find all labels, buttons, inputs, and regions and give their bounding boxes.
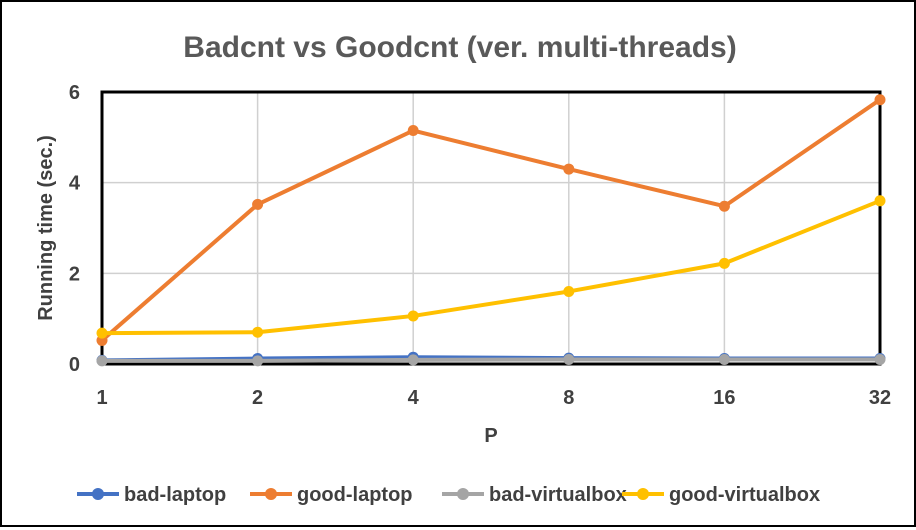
data-point-bad-virtualbox <box>407 354 419 366</box>
data-point-good-virtualbox <box>96 327 108 339</box>
series-line-bad-virtualbox <box>100 357 882 363</box>
data-point-good-virtualbox <box>563 285 575 297</box>
x-tick-label: 4 <box>408 387 420 409</box>
legend-marker-good-laptop <box>265 488 277 500</box>
x-tick-label: 8 <box>563 387 574 409</box>
legend-marker-good-virtualbox <box>637 488 649 500</box>
x-tick-label: 1 <box>96 387 107 409</box>
data-point-bad-virtualbox <box>718 353 730 365</box>
legend-label-bad-laptop: bad-laptop <box>124 484 226 506</box>
plot-area-border <box>100 90 882 366</box>
y-axis-ticks: 0 2 4 6 <box>69 82 81 376</box>
data-point-bad-virtualbox <box>563 353 575 365</box>
legend-label-bad-virtualbox: bad-virtualbox <box>489 484 627 506</box>
y-axis-label: Running time (sec.) <box>35 135 57 321</box>
series-line-good-laptop <box>100 97 882 343</box>
data-point-good-laptop <box>252 198 264 210</box>
legend-marker-bad-laptop <box>92 488 104 500</box>
legend-marker-bad-virtualbox <box>457 488 469 500</box>
data-point-good-virtualbox <box>252 326 264 338</box>
data-point-bad-virtualbox <box>96 355 108 367</box>
x-tick-label: 16 <box>713 387 735 409</box>
data-point-good-virtualbox <box>718 257 730 269</box>
y-tick-label: 0 <box>69 354 80 376</box>
legend: bad-laptop good-laptop bad-virtualbox good-… <box>77 484 820 506</box>
chart-title: Badcnt vs Goodcnt (ver. multi-threads) <box>183 31 736 64</box>
x-tick-label: 32 <box>869 387 891 409</box>
x-tick-label: 2 <box>252 387 263 409</box>
legend-label-good-virtualbox: good-virtualbox <box>669 484 820 506</box>
x-axis-ticks: 1 2 4 8 16 32 <box>96 387 891 409</box>
gridlines <box>101 91 881 365</box>
y-tick-label: 6 <box>69 82 80 104</box>
data-point-good-laptop <box>718 200 730 212</box>
y-tick-label: 2 <box>69 263 80 285</box>
y-tick-label: 4 <box>69 173 81 195</box>
data-point-good-laptop <box>563 163 575 175</box>
data-point-good-laptop <box>874 94 886 106</box>
series-line-good-virtualbox <box>100 198 882 336</box>
data-point-bad-virtualbox <box>252 355 264 367</box>
x-axis-label: P <box>484 425 497 447</box>
data-point-bad-virtualbox <box>874 353 886 365</box>
data-point-good-virtualbox <box>407 310 419 322</box>
legend-label-good-laptop: good-laptop <box>297 484 413 506</box>
data-point-good-virtualbox <box>874 195 886 207</box>
data-point-good-laptop <box>407 125 419 137</box>
series-lines <box>96 94 886 367</box>
